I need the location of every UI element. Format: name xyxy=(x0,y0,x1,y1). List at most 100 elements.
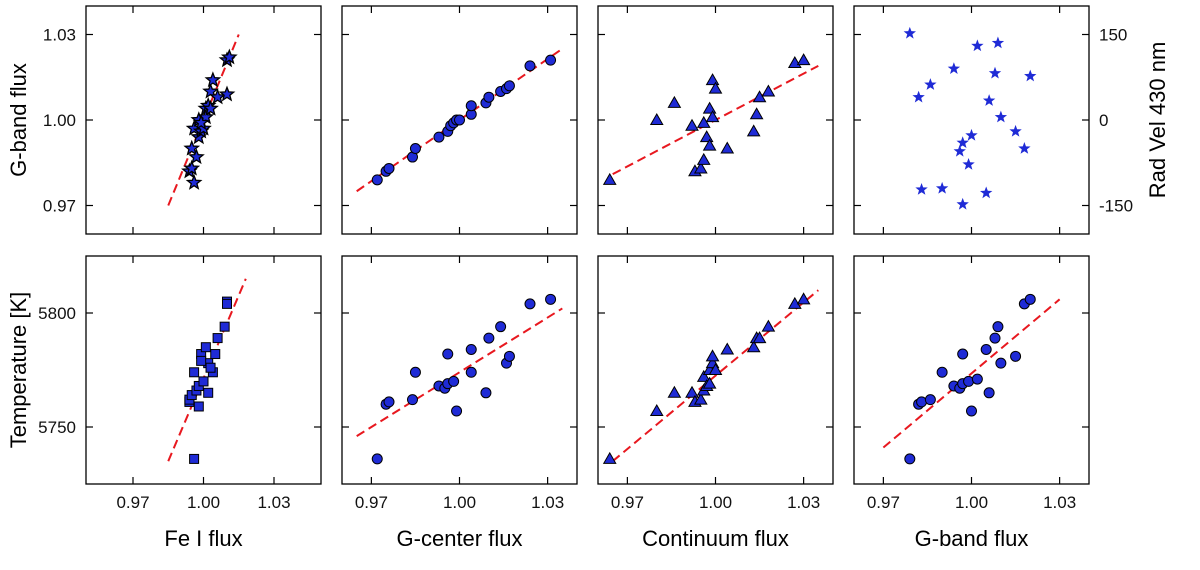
fit-line xyxy=(882,298,1061,449)
data-point xyxy=(433,131,445,143)
data-point xyxy=(602,451,617,464)
data-point xyxy=(705,349,720,362)
data-point xyxy=(196,355,207,366)
data-point xyxy=(924,78,937,90)
y-axis-label: G-band flux xyxy=(6,63,31,177)
data-point xyxy=(796,53,811,66)
data-point xyxy=(947,62,961,74)
data-points xyxy=(904,293,1036,465)
data-point xyxy=(980,186,993,199)
data-point xyxy=(749,107,764,120)
data-point xyxy=(220,48,238,65)
data-point xyxy=(720,342,735,355)
data-point xyxy=(989,332,1001,344)
data-point xyxy=(503,80,515,92)
data-point xyxy=(649,404,664,417)
data-point xyxy=(988,66,1002,79)
data-point xyxy=(992,321,1004,333)
data-point xyxy=(219,321,230,332)
data-point xyxy=(667,385,682,398)
data-point xyxy=(409,366,421,378)
data-point xyxy=(702,138,717,151)
data-point xyxy=(1009,124,1022,137)
data-point xyxy=(935,181,949,194)
x-tick-label: 1.00 xyxy=(955,493,988,512)
data-point xyxy=(696,369,711,382)
data-points xyxy=(184,296,232,464)
data-point xyxy=(407,394,418,406)
data-point xyxy=(956,197,969,210)
data-point xyxy=(982,94,996,106)
data-point xyxy=(545,54,557,66)
data-point xyxy=(503,350,515,362)
data-point xyxy=(953,144,966,157)
data-point xyxy=(454,114,465,126)
data-point xyxy=(761,319,776,332)
y-tick-label: 150 xyxy=(1099,26,1127,45)
data-points xyxy=(602,292,811,464)
data-point xyxy=(442,348,454,360)
data-point xyxy=(1024,69,1037,82)
data-point xyxy=(210,349,221,360)
x-tick-label: 1.00 xyxy=(699,493,732,512)
data-point xyxy=(702,376,717,389)
data-point xyxy=(383,396,395,408)
x-axis-label: G-band flux xyxy=(915,526,1029,551)
x-tick-label: 0.97 xyxy=(116,493,149,512)
x-tick-label: 1.03 xyxy=(531,493,564,512)
y-axis-label: Temperature [K] xyxy=(6,292,31,449)
plot-frame xyxy=(853,5,1090,235)
data-point xyxy=(995,357,1007,369)
data-point xyxy=(198,376,209,387)
plot-frame xyxy=(341,255,578,485)
data-point xyxy=(903,26,916,39)
data-points xyxy=(181,48,238,190)
data-point xyxy=(983,387,995,399)
data-point xyxy=(188,148,205,165)
y-tick-label: 5800 xyxy=(38,304,76,323)
data-point xyxy=(185,173,203,190)
data-point xyxy=(702,101,717,114)
x-axis-label: G-center flux xyxy=(397,526,523,551)
data-point xyxy=(720,141,735,154)
data-point xyxy=(189,367,200,378)
data-point xyxy=(956,136,969,149)
data-point xyxy=(183,139,201,156)
data-point xyxy=(980,343,992,355)
data-points xyxy=(371,54,557,186)
data-point xyxy=(602,172,617,185)
data-points xyxy=(371,293,557,465)
data-point xyxy=(708,81,723,94)
y-tick-label: 5750 xyxy=(38,418,76,437)
fit-line xyxy=(356,307,563,437)
x-tick-label: 1.00 xyxy=(443,493,476,512)
data-point xyxy=(971,373,983,385)
data-point xyxy=(667,95,682,108)
data-point xyxy=(409,143,421,154)
data-point xyxy=(371,453,383,465)
data-point xyxy=(209,88,226,105)
x-tick-label: 0.97 xyxy=(867,493,900,512)
data-point xyxy=(192,114,210,130)
data-point xyxy=(699,130,714,143)
data-point xyxy=(212,333,223,344)
data-points xyxy=(602,53,811,185)
panel-bottom-3: 0.97 1.00 1.03 Continuum flux xyxy=(597,255,834,551)
plot-frame xyxy=(85,255,322,485)
panel-bottom-1: 0.97 1.00 1.03 5750 5800 Fe I flux Temperature… xyxy=(6,255,322,551)
data-point xyxy=(696,152,711,165)
data-point xyxy=(685,118,699,131)
panel-bottom-4: 0.97 1.00 1.03 G-band flux xyxy=(853,255,1090,551)
data-point xyxy=(966,405,977,417)
data-point xyxy=(202,99,219,116)
data-point xyxy=(708,362,723,375)
data-point xyxy=(193,401,204,412)
data-point xyxy=(915,183,928,195)
y-axis-label: Rad Vel 430 nm xyxy=(1145,42,1170,199)
data-point xyxy=(183,159,201,176)
data-point xyxy=(746,124,761,137)
data-point xyxy=(218,85,236,102)
data-point xyxy=(957,348,969,360)
x-axis-label: Continuum flux xyxy=(642,526,789,551)
